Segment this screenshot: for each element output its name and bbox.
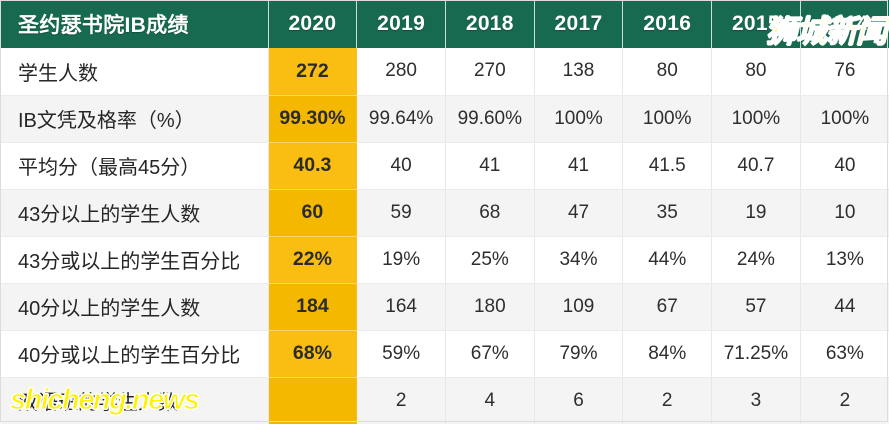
table-header: 圣约瑟书院IB成绩 2020 2019 2018 2017 2016 2015 …	[0, 0, 889, 48]
cell-students-2014: 76	[800, 48, 889, 96]
cell-average-2015: 40.7	[711, 142, 801, 190]
cell-above40count-2016: 67	[622, 283, 713, 331]
cell-bilingual-2016: 2	[622, 377, 713, 424]
cell-students-2018: 270	[445, 48, 535, 96]
cell-students-2015: 80	[711, 48, 801, 96]
cell-above43count-2018: 68	[445, 189, 535, 237]
table-row: 平均分（最高45分） 40.3 40 41 41 41.5 40.7 40	[0, 142, 889, 190]
cell-above43pct-2019: 19%	[356, 236, 446, 284]
cell-above43pct-2014: 13%	[800, 236, 889, 284]
cell-bilingual-2014: 2	[800, 377, 889, 424]
cell-above40pct-2014: 63%	[800, 330, 889, 378]
cell-bilingual-2017: 6	[534, 377, 624, 424]
column-header-2014: 2014	[800, 0, 889, 48]
cell-students-2017: 138	[534, 48, 624, 96]
table-body: 学生人数 272 280 270 138 80 80 76 IB文凭及格率（%）…	[0, 48, 889, 424]
cell-average-2016: 41.5	[622, 142, 713, 190]
table-row: 40分或以上的学生百分比 68% 59% 67% 79% 84% 71.25% …	[0, 330, 889, 378]
table-row: 43分以上的学生人数 60 59 68 47 35 19 10	[0, 189, 889, 237]
cell-above43count-2014: 10	[800, 189, 889, 237]
cell-above40count-2020: 184	[268, 283, 358, 331]
cell-above43pct-2018: 25%	[445, 236, 535, 284]
cell-passrate-2018: 99.60%	[445, 95, 535, 143]
cell-above43pct-2020: 22%	[268, 236, 358, 284]
cell-above40pct-2020: 68%	[268, 330, 358, 378]
column-header-2017: 2017	[534, 0, 624, 48]
cell-above43pct-2017: 34%	[534, 236, 624, 284]
column-header-2015: 2015	[711, 0, 801, 48]
cell-passrate-2017: 100%	[534, 95, 624, 143]
cell-above40pct-2016: 84%	[622, 330, 713, 378]
row-label-student-count: 学生人数	[0, 48, 269, 96]
cell-above43count-2020: 60	[268, 189, 358, 237]
cell-passrate-2020: 99.30%	[268, 95, 358, 143]
table-row: 43分或以上的学生百分比 22% 19% 25% 34% 44% 24% 13%	[0, 236, 889, 284]
cell-above43pct-2016: 44%	[622, 236, 713, 284]
row-label-above43-percent: 43分或以上的学生百分比	[0, 236, 269, 284]
cell-above40count-2014: 44	[800, 283, 889, 331]
cell-passrate-2014: 100%	[800, 95, 889, 143]
cell-bilingual-2015: 3	[711, 377, 801, 424]
cell-above43count-2019: 59	[356, 189, 446, 237]
cell-above43count-2015: 19	[711, 189, 801, 237]
row-label-above40-count: 40分以上的学生人数	[0, 283, 269, 331]
cell-above40count-2017: 109	[534, 283, 624, 331]
table-row: 40分以上的学生人数 184 164 180 109 67 57 44	[0, 283, 889, 331]
cell-average-2018: 41	[445, 142, 535, 190]
table-row: 双语班的学生人数 2 4 6 2 3 2	[0, 377, 889, 424]
cell-bilingual-2020	[268, 377, 358, 424]
cell-passrate-2015: 100%	[711, 95, 801, 143]
cell-passrate-2016: 100%	[622, 95, 713, 143]
cell-above40pct-2017: 79%	[534, 330, 624, 378]
cell-average-2017: 41	[534, 142, 624, 190]
cell-students-2016: 80	[622, 48, 713, 96]
cell-students-2020: 272	[268, 48, 358, 96]
cell-above43count-2016: 35	[622, 189, 713, 237]
row-label-above40-percent: 40分或以上的学生百分比	[0, 330, 269, 378]
row-label-above43-count: 43分以上的学生人数	[0, 189, 269, 237]
cell-above43count-2017: 47	[534, 189, 624, 237]
column-header-2019: 2019	[356, 0, 446, 48]
cell-average-2014: 40	[800, 142, 889, 190]
column-header-2018: 2018	[445, 0, 535, 48]
cell-above40count-2018: 180	[445, 283, 535, 331]
table-title: 圣约瑟书院IB成绩	[0, 0, 269, 48]
table-row: IB文凭及格率（%） 99.30% 99.64% 99.60% 100% 100…	[0, 95, 889, 143]
row-label-bilingual-count: 双语班的学生人数	[0, 377, 269, 424]
cell-above40pct-2018: 67%	[445, 330, 535, 378]
cell-above40count-2019: 164	[356, 283, 446, 331]
cell-average-2020: 40.3	[268, 142, 358, 190]
cell-bilingual-2018: 4	[445, 377, 535, 424]
cell-average-2019: 40	[356, 142, 446, 190]
row-label-average-score: 平均分（最高45分）	[0, 142, 269, 190]
header-row: 圣约瑟书院IB成绩 2020 2019 2018 2017 2016 2015 …	[0, 0, 889, 48]
cell-bilingual-2019: 2	[356, 377, 446, 424]
row-label-pass-rate: IB文凭及格率（%）	[0, 95, 269, 143]
cell-above43pct-2015: 24%	[711, 236, 801, 284]
table-row: 学生人数 272 280 270 138 80 80 76	[0, 48, 889, 96]
cell-above40pct-2019: 59%	[356, 330, 446, 378]
cell-above40pct-2015: 71.25%	[711, 330, 801, 378]
cell-passrate-2019: 99.64%	[356, 95, 446, 143]
cell-above40count-2015: 57	[711, 283, 801, 331]
column-header-2016: 2016	[622, 0, 713, 48]
column-header-2020: 2020	[268, 0, 358, 48]
cell-students-2019: 280	[356, 48, 446, 96]
